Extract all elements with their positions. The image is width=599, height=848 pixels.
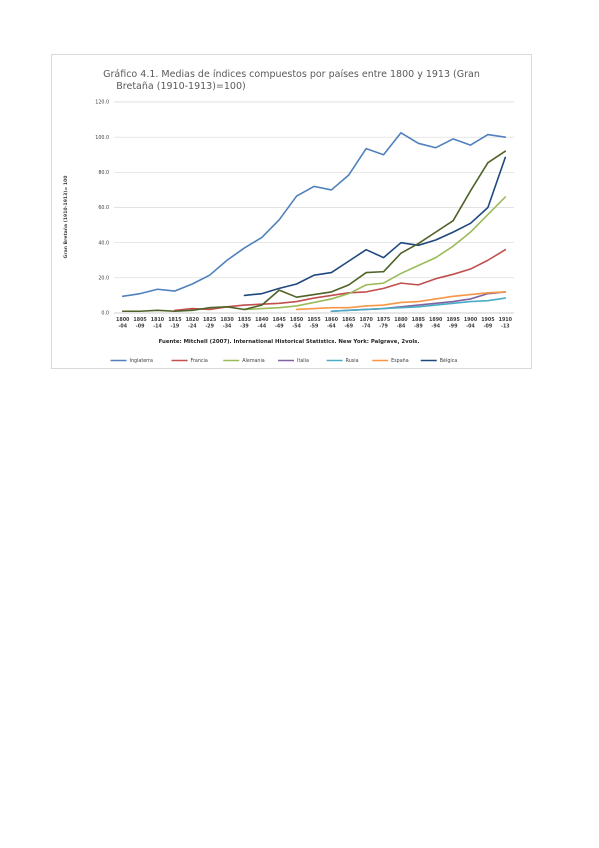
x-tick-label: 1830 [220,317,234,323]
x-tick-label: 1855 [307,317,320,323]
series-line-españa [295,291,507,311]
x-tick-label: 1805 [133,317,146,323]
y-tick-label: 120.0 [95,100,109,106]
legend: Inglaterra Francia Alemania Italia Rusia Espa… [110,357,458,364]
x-tick-label: -69 [344,324,353,330]
x-tick-label: -44 [257,324,266,330]
series-line-inglaterra [121,131,507,298]
legend-item-rusia: Rusia [326,358,359,364]
x-tick-label: -04 [466,324,475,330]
x-tick-label: 1845 [273,317,286,323]
legend-item-alemania: Alemania [223,358,265,364]
series-lines [121,131,507,313]
legend-item-inglaterra: Inglaterra [110,358,153,364]
series-line-unlabeled [121,150,507,313]
x-tick-label: 1815 [168,317,181,323]
x-tick-label: -99 [449,324,458,330]
x-tick-label: -09 [136,324,145,330]
legend-item-españa: España [372,358,409,364]
chart-title-line-1: Gráfico 4.1. Medias de índices compuesto… [103,69,480,80]
x-tick-label: 1885 [412,317,425,323]
x-tick-label: -19 [171,324,180,330]
x-tick-label: 1890 [429,317,443,323]
x-tick-label: -74 [362,324,371,330]
x-tick-label: -29 [205,324,214,330]
legend-label: Alemania [242,358,265,364]
x-tick-label: 1880 [394,317,408,323]
x-tick-label: 1865 [342,317,355,323]
x-tick-label: 1850 [290,317,304,323]
x-tick-label: 1895 [446,317,459,323]
x-tick-label: -39 [240,324,249,330]
y-axis-label: Gran Bretaña (1910-1913)= 100 [63,176,69,259]
chart-title-line-2: Bretaña (1910-1913)=100) [116,81,245,92]
y-tick-label: 100.0 [95,135,109,141]
series-line-rusia [330,297,507,313]
y-tick-label: 0.0 [101,311,109,317]
x-tick-label: -89 [414,324,423,330]
y-axis-ticks: 0.0 20.0 40.0 60.0 80.0 100.0 120.0 [95,100,109,317]
x-tick-label: 1875 [377,317,390,323]
legend-item-italia: Italia [278,358,309,364]
x-tick-label: -09 [484,324,493,330]
legend-label: Bélgica [440,357,458,364]
x-tick-label: -13 [501,324,510,330]
x-tick-label: 1825 [203,317,216,323]
x-tick-label: 1900 [464,317,478,323]
chart-source: Fuente: Mitchell (2007). International H… [159,339,420,345]
x-tick-label: 1860 [325,317,339,323]
legend-label: Italia [297,358,309,364]
y-tick-label: 40.0 [98,240,109,246]
legend-label: Inglaterra [130,358,153,364]
x-tick-label: -59 [310,324,319,330]
x-tick-label: 1910 [499,317,513,323]
x-tick-label: -79 [379,324,388,330]
x-tick-label: -34 [223,324,232,330]
x-tick-label: 1835 [238,317,251,323]
x-tick-label: -94 [431,324,440,330]
series-line-bélgica [243,156,507,297]
legend-label: Francia [191,358,208,364]
series-line-alemania [243,196,507,311]
x-tick-label: -24 [188,324,197,330]
x-tick-label: 1820 [186,317,200,323]
y-tick-label: 20.0 [98,276,109,282]
x-tick-label: 1810 [151,317,165,323]
chart-frame: Gráfico 4.1. Medias de índices compuesto… [51,54,532,369]
x-tick-label: 1800 [116,317,130,323]
y-tick-label: 60.0 [98,205,109,211]
line-chart: Gráfico 4.1. Medias de índices compuesto… [63,69,514,364]
x-tick-label: -84 [397,324,406,330]
y-tick-label: 80.0 [98,170,109,176]
gridlines [114,101,514,314]
legend-label: España [391,358,409,364]
x-tick-label: -54 [292,324,301,330]
legend-label: Rusia [346,358,359,364]
x-axis-ticks: 1800-041805-091810-141815-191820-241825-… [116,317,513,330]
legend-item-bélgica: Bélgica [420,357,458,364]
x-tick-label: -64 [327,324,336,330]
x-tick-label: -14 [153,324,162,330]
legend-item-francia: Francia [171,358,208,364]
x-tick-label: -49 [275,324,284,330]
x-tick-label: 1870 [359,317,373,323]
x-tick-label: 1840 [255,317,269,323]
x-tick-label: -04 [118,324,127,330]
x-tick-label: 1905 [481,317,494,323]
